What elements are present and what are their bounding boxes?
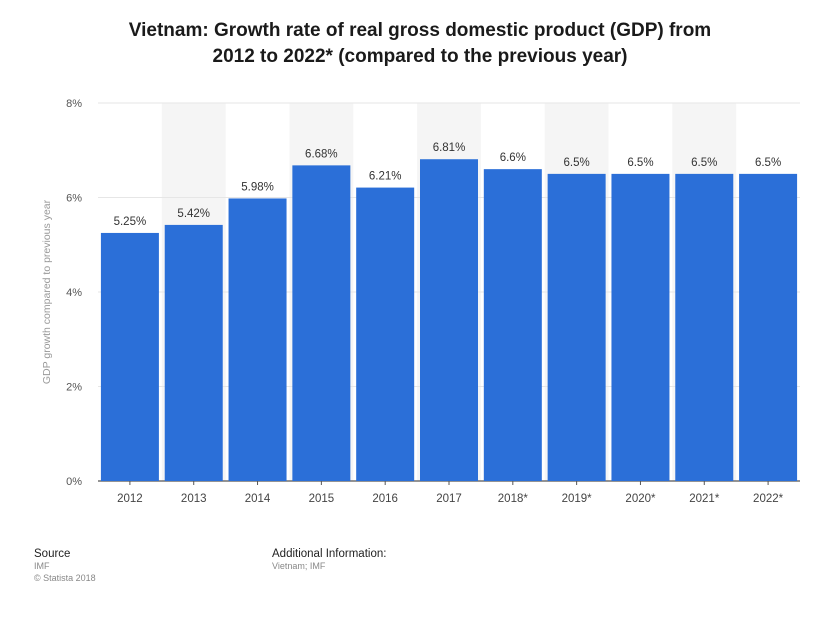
data-label: 6.68%	[305, 148, 338, 160]
x-tick-label: 2020*	[625, 493, 656, 505]
y-tick-label: 8%	[66, 98, 82, 110]
x-tick-label: 2018*	[498, 493, 529, 505]
bar	[292, 165, 351, 481]
additional-info-line: Vietnam; IMF	[272, 561, 326, 571]
x-tick-label: 2016	[372, 493, 398, 505]
chart-title: Vietnam: Growth rate of real gross domes…	[0, 18, 840, 70]
additional-info-label: Additional Information:	[272, 548, 387, 560]
bar	[164, 224, 223, 481]
x-tick-label: 2015	[309, 493, 335, 505]
bar	[356, 187, 415, 481]
copyright-line: © Statista 2018	[34, 573, 96, 583]
source-block: Source IMF © Statista 2018	[34, 548, 96, 584]
source-label: Source	[34, 548, 71, 560]
data-label: 6.5%	[691, 157, 717, 169]
bar-chart: 0% 2% 4% 6% 8% 5.25% 2012 5.42% 2013 5.98% 2014 6.6…	[41, 98, 800, 505]
data-label: 6.5%	[627, 157, 653, 169]
y-tick-label: 4%	[66, 287, 82, 299]
data-label: 5.25%	[114, 216, 147, 228]
data-label: 6.21%	[369, 171, 402, 183]
y-tick-label: 2%	[66, 382, 82, 394]
x-tick-label: 2022*	[753, 493, 784, 505]
additional-info-block: Additional Information: Vietnam; IMF	[272, 548, 386, 572]
x-tick-label: 2017	[436, 493, 462, 505]
data-label: 6.5%	[755, 157, 781, 169]
x-tick-label: 2014	[245, 493, 271, 505]
bar	[611, 173, 670, 481]
x-tick-label: 2021*	[689, 493, 720, 505]
x-tick-label: 2012	[117, 493, 143, 505]
data-label: 5.98%	[241, 181, 274, 193]
bar	[100, 232, 159, 481]
bar	[420, 159, 478, 482]
y-tick-label: 0%	[66, 476, 82, 488]
bar	[483, 169, 542, 481]
source-line: IMF	[34, 561, 50, 571]
y-tick-label: 6%	[66, 193, 82, 205]
x-tick-label: 2013	[181, 493, 207, 505]
x-tick-label: 2019*	[562, 493, 593, 505]
bar	[675, 173, 734, 481]
chart-title-line-1: Vietnam: Growth rate of real gross domes…	[128, 20, 712, 41]
y-axis-label: GDP growth compared to previous year	[41, 199, 53, 384]
data-label: 6.81%	[433, 142, 466, 154]
data-label: 6.5%	[564, 157, 590, 169]
bar	[228, 198, 287, 481]
chart-title-line-2: 2012 to 2022* (compared to the previous …	[212, 46, 628, 67]
bar	[547, 173, 606, 481]
data-label: 6.6%	[500, 152, 526, 164]
data-label: 5.42%	[177, 208, 210, 220]
bar	[739, 173, 798, 481]
